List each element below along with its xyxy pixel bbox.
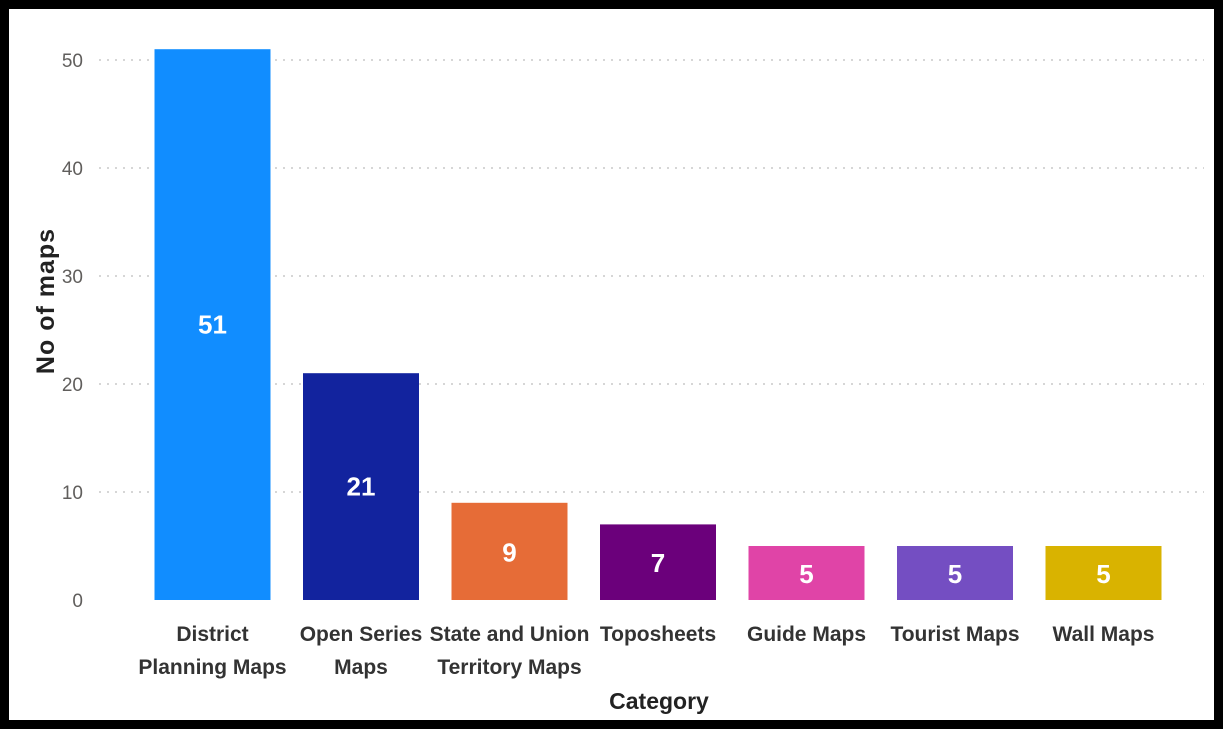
- y-axis-ticks: 0 10 20 30 40 50: [62, 51, 83, 612]
- bars: 51 21 9 7 5 5 5: [154, 49, 1162, 600]
- bar[interactable]: [600, 524, 716, 600]
- x-tick-label: Open Series: [300, 623, 423, 646]
- data-label: 5: [1096, 559, 1110, 589]
- data-label: 5: [948, 559, 962, 589]
- data-label: 9: [502, 537, 516, 567]
- data-label: 7: [651, 548, 665, 578]
- x-tick-label: District: [176, 623, 248, 646]
- y-axis-label: No of maps: [32, 228, 60, 374]
- data-label: 51: [198, 310, 227, 340]
- x-axis-label: Category: [609, 688, 709, 714]
- data-label: 5: [799, 559, 813, 589]
- x-tick-label: Guide Maps: [747, 623, 866, 646]
- data-label: 21: [347, 472, 376, 502]
- x-tick-label: Planning Maps: [138, 656, 286, 679]
- x-axis-ticks: District Planning Maps Open Series Maps Stat…: [138, 623, 1154, 679]
- y-tick-label: 30: [62, 267, 83, 288]
- bar[interactable]: [748, 546, 865, 600]
- x-tick-label: State and Union: [430, 623, 590, 646]
- x-tick-label: Maps: [334, 656, 388, 679]
- bar[interactable]: [154, 49, 271, 600]
- x-tick-label: Tourist Maps: [890, 623, 1019, 646]
- bar[interactable]: [303, 373, 419, 600]
- bar[interactable]: [897, 546, 1013, 600]
- y-tick-label: 40: [62, 159, 83, 180]
- bar[interactable]: [1045, 546, 1162, 600]
- y-tick-label: 10: [62, 483, 83, 504]
- gridlines: [99, 59, 1204, 493]
- x-tick-label: Wall Maps: [1053, 623, 1155, 646]
- y-tick-label: 50: [62, 51, 83, 72]
- x-tick-label: Toposheets: [600, 623, 716, 646]
- y-tick-label: 20: [62, 375, 83, 396]
- bar[interactable]: [451, 502, 568, 600]
- bar-chart: 0 10 20 30 40 50 51 21 9 7 5 5 5 District Planning M…: [32, 49, 1204, 714]
- x-tick-label: Territory Maps: [437, 656, 581, 679]
- y-tick-label: 0: [72, 591, 83, 612]
